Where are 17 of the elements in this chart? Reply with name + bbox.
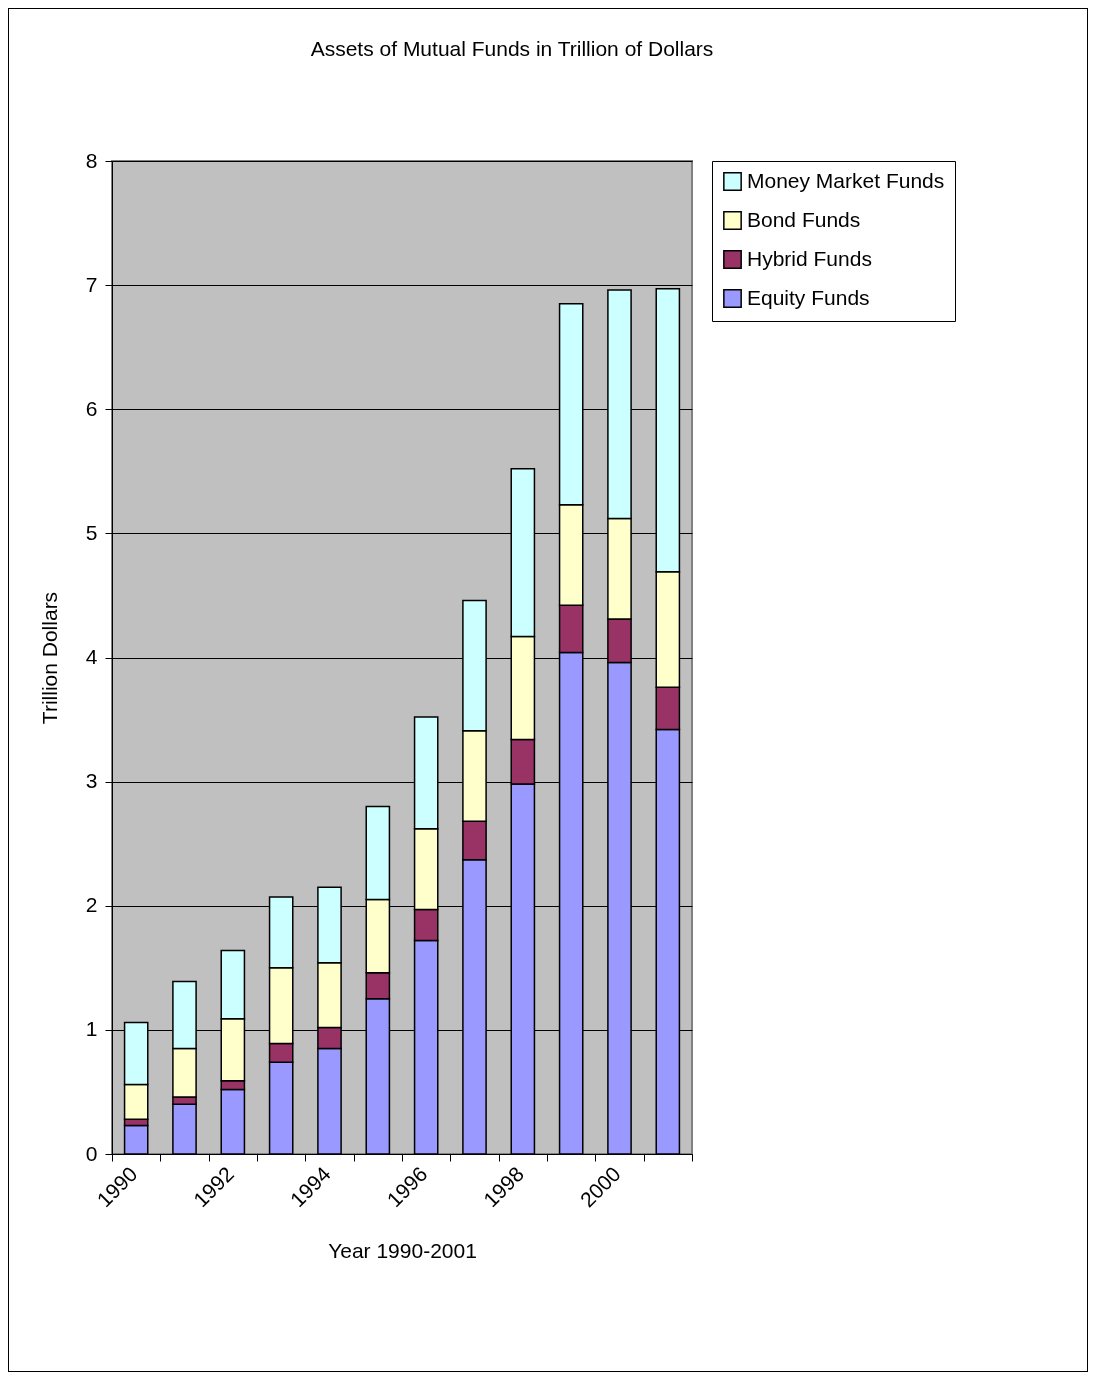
chart-title: Assets of Mutual Funds in Trillion of Dollars xyxy=(310,37,714,60)
y-tick-label: 0 xyxy=(85,1141,98,1165)
y-tick-label: 5 xyxy=(85,520,98,544)
legend-label: Hybrid Funds xyxy=(747,246,872,270)
legend-label: Bond Funds xyxy=(747,207,861,231)
y-tick-label: 6 xyxy=(85,396,98,420)
y-tick-label: 1 xyxy=(85,1017,98,1041)
y-tick-label: 4 xyxy=(85,645,98,668)
y-tick-label: 3 xyxy=(85,769,98,793)
x-axis-title: Year 1990-2001 xyxy=(328,1239,477,1263)
legend-label: Equity Funds xyxy=(747,285,870,309)
y-tick-label: 8 xyxy=(85,148,98,172)
bar xyxy=(123,1124,149,1155)
y-tick-label: 7 xyxy=(85,272,98,296)
y-axis-title: Trillion Dollars xyxy=(37,591,61,725)
legend-label: Money Market Funds xyxy=(747,168,945,192)
y-tick-label: 2 xyxy=(85,893,98,917)
